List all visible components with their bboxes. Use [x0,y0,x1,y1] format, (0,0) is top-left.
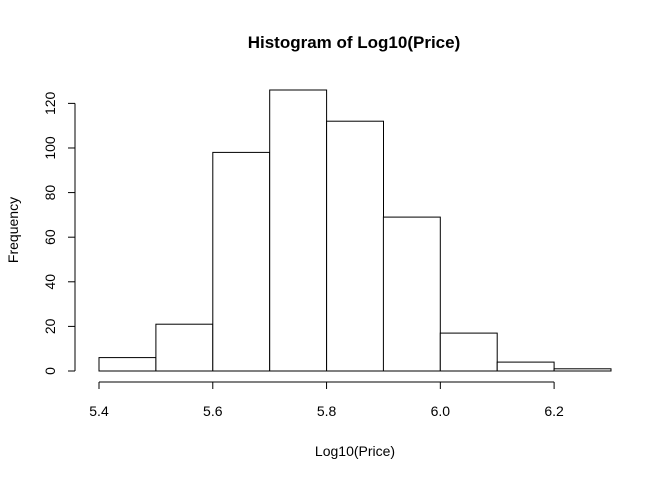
histogram-bar [553,368,612,372]
histogram-bar [155,323,214,372]
histogram-bar [382,216,441,372]
y-axis-label: Frequency [5,197,21,263]
y-tick-label: 80 [42,185,58,201]
bars-group [98,89,612,372]
chart-title: Histogram of Log10(Price) [248,33,461,52]
histogram-bar [496,361,555,372]
x-axis-label: Log10(Price) [315,443,395,459]
y-tick-label: 100 [42,136,58,160]
histogram-bar [98,357,157,372]
x-tick-label: 5.4 [89,403,109,419]
y-tick-label: 0 [42,367,58,375]
histogram-bar [212,151,271,372]
x-tick-label: 5.6 [203,403,223,419]
x-axis: 5.4 5.6 5.8 6.0 6.2 [89,381,564,419]
histogram-bar [439,332,498,372]
y-tick-label: 60 [42,229,58,245]
histogram-bar [269,89,328,372]
y-tick-label: 20 [42,318,58,334]
x-tick-label: 5.8 [317,403,337,419]
y-tick-label: 120 [42,91,58,115]
y-axis: 0 20 40 60 80 100 120 [42,91,76,375]
y-tick-label: 40 [42,274,58,290]
x-tick-label: 6.0 [431,403,451,419]
x-tick-label: 6.2 [544,403,564,419]
histogram-bar [326,120,385,372]
